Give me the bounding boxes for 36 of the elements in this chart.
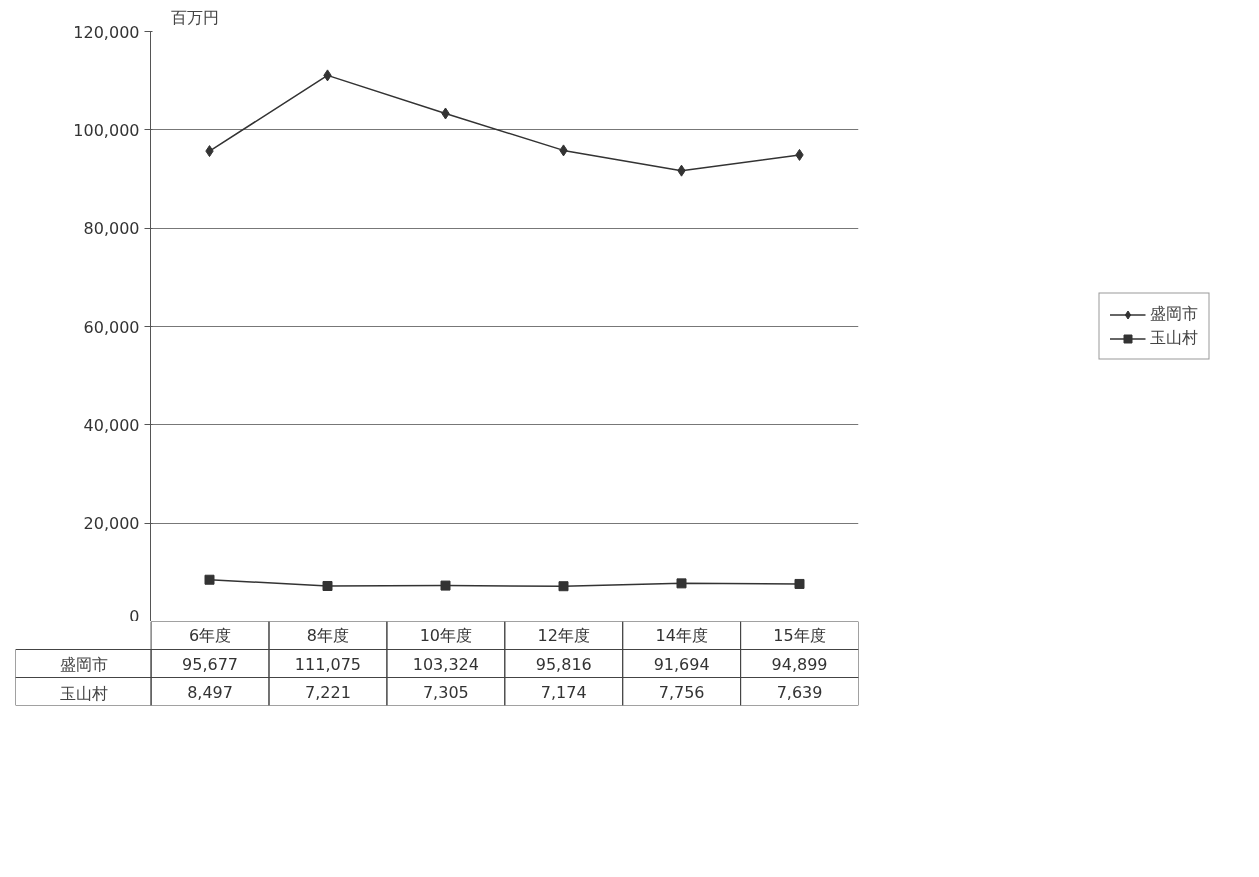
data-label: 111,075 — [294, 654, 362, 674]
y-axis-title: 百万円 — [170, 7, 219, 27]
x-tick-label: 10年度 — [419, 626, 473, 645]
point — [794, 578, 805, 589]
y-tick-label: 40,000 — [83, 415, 140, 435]
data-label: 7,305 — [422, 682, 469, 702]
point — [558, 581, 569, 592]
data-label: 7,639 — [776, 682, 823, 702]
x-tick-label: 12年度 — [537, 626, 590, 645]
y-tick-label: 60,000 — [83, 317, 140, 337]
legend-label: 玉山村 — [1150, 327, 1198, 349]
data-label: 8,497 — [187, 682, 233, 702]
y-tick-label: 100,000 — [73, 120, 140, 140]
point — [322, 581, 333, 591]
data-label: 7,174 — [540, 682, 587, 702]
point — [204, 574, 215, 585]
point — [676, 578, 687, 589]
x-tick-label: 14年度 — [655, 626, 708, 645]
y-tick-label: 20,000 — [83, 514, 140, 534]
legend-label: 盛岡市 — [1150, 303, 1198, 325]
data-label: 95,816 — [535, 654, 592, 674]
data-label: 103,324 — [412, 654, 479, 674]
data-label: 94,899 — [771, 654, 828, 674]
data-label: 95,677 — [182, 654, 239, 674]
x-tick-label: 15年度 — [773, 626, 826, 645]
data-label: 7,221 — [305, 682, 351, 702]
y-tick-label: 80,000 — [83, 219, 140, 239]
y-tick-label: 120,000 — [73, 22, 140, 42]
point — [440, 580, 451, 591]
text: 玉山村 — [60, 684, 108, 703]
y-tick-label: 0 — [129, 606, 140, 626]
text: 盛岡市 — [60, 655, 108, 674]
x-tick-label: 6年度 — [188, 626, 232, 645]
data-label: 91,694 — [653, 654, 710, 674]
data-label: 7,756 — [658, 682, 705, 702]
x-tick-label: 8年度 — [306, 626, 350, 645]
